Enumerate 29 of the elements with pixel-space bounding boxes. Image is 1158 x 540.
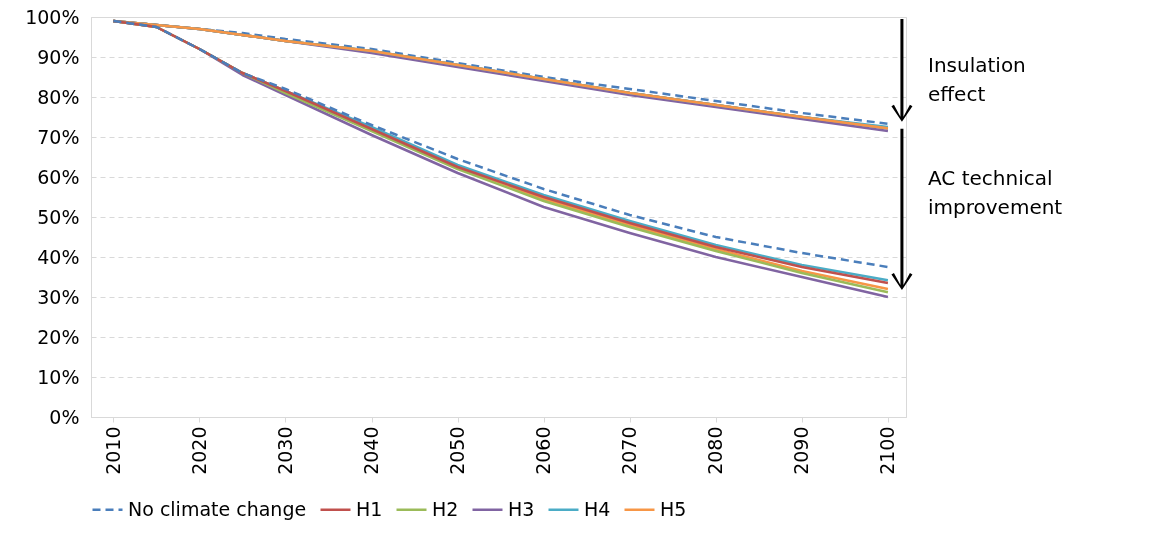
legend-label: No climate change [128, 497, 307, 520]
y-tick-label: 80% [37, 85, 80, 108]
x-tick-label: 2090 [790, 426, 813, 475]
text: AC technical improvement [928, 166, 1063, 219]
y-tick-label: 50% [37, 205, 80, 228]
x-tick-label: 2010 [101, 426, 124, 475]
x-tick-label: 2070 [618, 426, 641, 475]
legend-label: H3 [508, 497, 535, 520]
y-tick-label: 90% [37, 45, 80, 68]
y-tick-label: 0% [49, 405, 80, 428]
y-tick-label: 10% [37, 365, 80, 388]
y-tick-label: 20% [37, 325, 80, 348]
x-tick-label: 2020 [187, 426, 210, 475]
text: Insulation effect [928, 53, 1026, 106]
y-tick-label: 30% [37, 285, 80, 308]
x-tick-label: 2100 [876, 426, 899, 475]
y-tick-label: 40% [37, 245, 80, 268]
x-tick-label: 2050 [446, 426, 469, 475]
x-tick-label: 2030 [274, 426, 296, 475]
legend-label: H2 [432, 497, 459, 520]
x-tick-label: 2040 [360, 426, 383, 475]
y-tick-label: 100% [25, 5, 80, 28]
legend-label: H4 [584, 497, 611, 520]
y-tick-label: 70% [37, 125, 80, 148]
legend-label: H1 [356, 497, 383, 520]
y-tick-label: 60% [37, 165, 80, 188]
legend-label: H5 [660, 497, 687, 520]
x-tick-label: 2080 [704, 426, 727, 475]
x-tick-label: 2060 [532, 426, 555, 475]
